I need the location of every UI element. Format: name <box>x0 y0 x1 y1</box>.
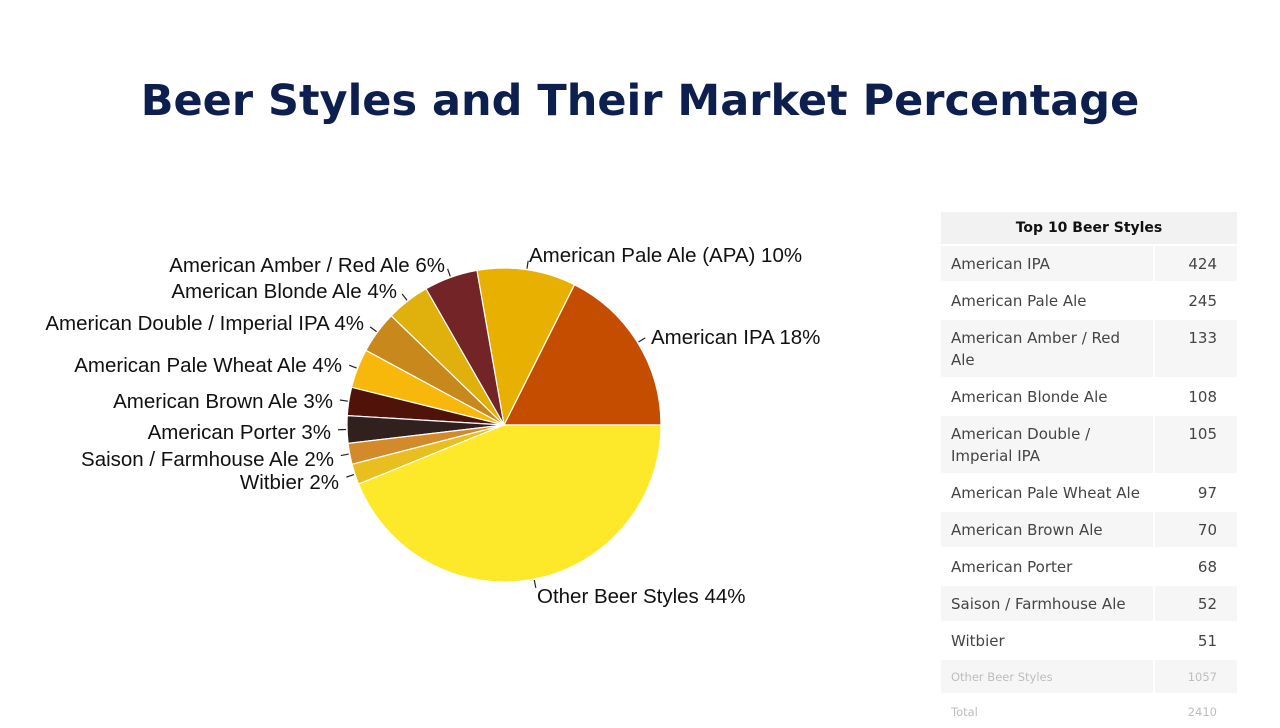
leader-line <box>534 580 536 588</box>
leader-line <box>349 365 356 368</box>
style-count-cell: 68 <box>1154 548 1237 585</box>
slice-label: American Brown Ale 3% <box>113 390 333 413</box>
slice-label: American Blonde Ale 4% <box>171 280 397 303</box>
style-name-cell: American Porter <box>941 548 1154 585</box>
leader-line <box>341 454 349 455</box>
style-count-cell: 245 <box>1154 282 1237 319</box>
table-header: Top 10 Beer Styles <box>941 212 1237 245</box>
style-name-cell: American Pale Wheat Ale <box>941 474 1154 511</box>
leader-line <box>638 338 645 342</box>
style-count-cell: 52 <box>1154 585 1237 622</box>
slice-label: American IPA 18% <box>651 326 820 349</box>
pie-chart: American IPA 18% American Pale Ale (APA) … <box>0 0 930 720</box>
style-name-cell: American IPA <box>941 245 1154 282</box>
slice-label: Other Beer Styles 44% <box>537 585 746 608</box>
style-count-cell: 70 <box>1154 511 1237 548</box>
leader-line <box>448 269 451 277</box>
slice-label: Saison / Farmhouse Ale 2% <box>81 448 334 471</box>
style-name-cell: American Amber / Red Ale <box>941 319 1154 378</box>
style-name-cell: Other Beer Styles <box>941 659 1154 694</box>
slice-label: Witbier 2% <box>240 471 339 494</box>
slice-label: American Pale Ale (APA) 10% <box>529 244 802 267</box>
style-name-cell: American Blonde Ale <box>941 378 1154 415</box>
slice-label: American Double / Imperial IPA 4% <box>45 312 364 335</box>
style-count-cell: 97 <box>1154 474 1237 511</box>
leader-line <box>370 327 376 332</box>
slice-label: American Pale Wheat Ale 4% <box>74 354 342 377</box>
leader-line <box>346 475 354 478</box>
style-name-cell: Total <box>941 694 1154 728</box>
style-count-cell: 133 <box>1154 319 1237 378</box>
slice-label: American Amber / Red Ale 6% <box>169 254 445 277</box>
style-count-cell: 105 <box>1154 415 1237 474</box>
slice-label: American Porter 3% <box>148 421 331 444</box>
style-count-cell: 108 <box>1154 378 1237 415</box>
leader-line <box>340 400 348 401</box>
leader-line <box>527 261 528 269</box>
style-count-cell: 1057 <box>1154 659 1237 694</box>
style-name-cell: American Pale Ale <box>941 282 1154 319</box>
style-name-cell: Witbier <box>941 622 1154 659</box>
style-name-cell: Saison / Farmhouse Ale <box>941 585 1154 622</box>
style-name-cell: American Brown Ale <box>941 511 1154 548</box>
style-count-cell: 51 <box>1154 622 1237 659</box>
leader-line <box>402 294 407 300</box>
style-name-cell: American Double / Imperial IPA <box>941 415 1154 474</box>
style-count-cell: 424 <box>1154 245 1237 282</box>
style-count-cell: 2410 <box>1154 694 1237 728</box>
